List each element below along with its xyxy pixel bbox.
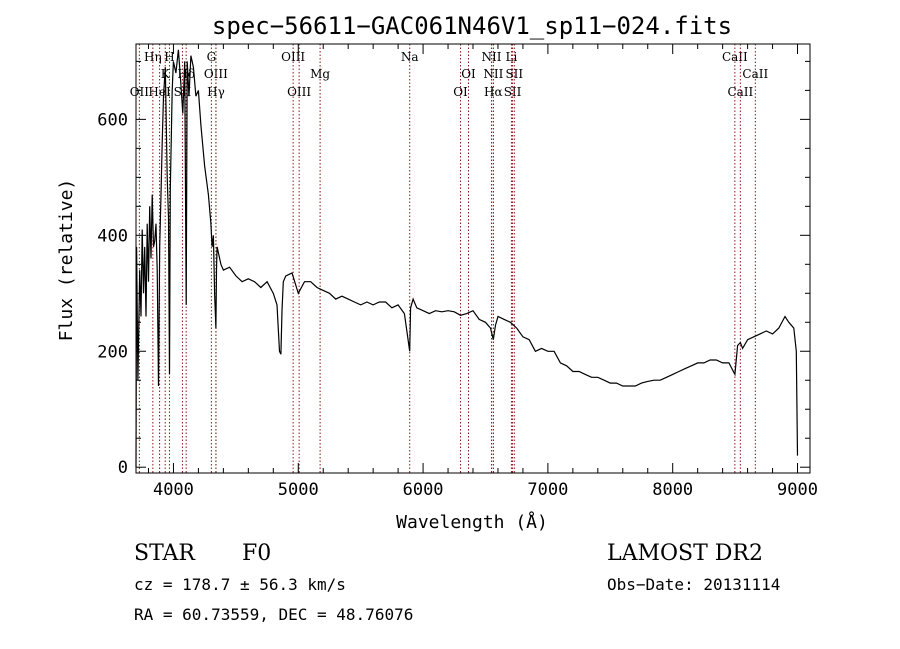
- plot-frame: [135, 43, 811, 474]
- chart-title: spec−56611−GAC061N46V1_sp11−024.fits: [212, 12, 732, 40]
- spectral-line-label: G: [207, 50, 217, 64]
- spectral-line-label: Hα: [484, 85, 503, 99]
- spectral-line-label: Na: [401, 50, 419, 64]
- survey-name: LAMOST DR2: [607, 541, 763, 566]
- x-tick-label: 6000: [403, 480, 444, 500]
- x-axis-ticks: 4000 5000 6000 7000 8000 9000: [147, 44, 818, 500]
- y-tick-label: 200: [97, 342, 128, 362]
- spectral-line-markers: OIIHηHeIKHSIIHδGOIIIHγOIIIOIIIMgNaOIOINI…: [130, 44, 768, 473]
- y-tick-label: 600: [97, 110, 128, 130]
- x-tick-label: 7000: [527, 480, 568, 500]
- y-axis-ticks: 0 200 400 600: [97, 60, 810, 478]
- spectral-line-label: OI: [461, 67, 476, 81]
- spectral-line-label: SII: [504, 85, 522, 99]
- x-tick-label: 5000: [278, 480, 319, 500]
- spectrum-line: [135, 49, 799, 468]
- spectral-line-label: OII: [130, 85, 150, 99]
- spectral-line-label: Hη: [144, 50, 162, 64]
- spectral-line-label: CaII: [727, 85, 753, 99]
- spectral-line-label: Mg: [310, 67, 330, 81]
- spectral-line-label: OIII: [287, 85, 311, 99]
- x-tick-label: 9000: [777, 480, 818, 500]
- spectral-line-label: OIII: [204, 67, 228, 81]
- y-tick-label: 400: [97, 226, 128, 246]
- object-subclass: F0: [242, 541, 271, 566]
- y-tick-label: 0: [118, 458, 128, 478]
- redshift-velocity: cz = 178.7 ± 56.3 km/s: [134, 575, 346, 594]
- object-class: STAR: [134, 541, 196, 566]
- spectral-line-label: SII: [505, 67, 523, 81]
- spectral-line-label: Hγ: [207, 85, 225, 99]
- x-tick-label: 4000: [153, 480, 194, 500]
- spectral-line-label: NII: [481, 50, 501, 64]
- observation-date: Obs−Date: 20131114: [607, 575, 780, 594]
- spectral-line-label: HeI: [148, 85, 171, 99]
- spectral-line-label: OI: [453, 85, 468, 99]
- x-tick-label: 8000: [652, 480, 693, 500]
- y-axis-label: Flux (relative): [56, 179, 77, 342]
- spectral-line-label: CaII: [742, 67, 768, 81]
- spectral-line-label: CaII: [722, 50, 748, 64]
- spectrum-series: [135, 49, 799, 468]
- spectral-line-label: OIII: [281, 50, 305, 64]
- spectral-line-label: Li: [506, 50, 518, 64]
- spectral-line-label: H: [164, 50, 174, 64]
- x-axis-label: Wavelength (Å): [396, 511, 548, 533]
- spectral-line-label: NII: [483, 67, 503, 81]
- coordinates: RA = 60.73559, DEC = 48.76076: [134, 605, 413, 624]
